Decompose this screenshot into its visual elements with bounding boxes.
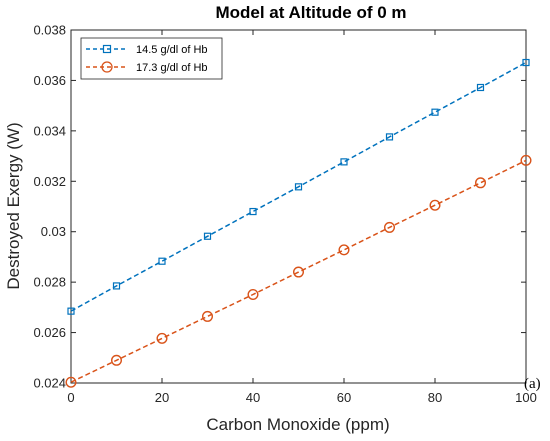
y-tick-label: 0.034 (33, 123, 66, 138)
x-tick-label: 60 (337, 390, 351, 405)
series-2-point (520, 154, 532, 166)
legend: 14.5 g/dl of Hb 17.3 g/dl of Hb (80, 37, 223, 80)
series-1-point (203, 232, 212, 240)
x-tick-label: 0 (67, 390, 74, 405)
x-tick-label: 100 (515, 390, 537, 405)
y-tick-label: 0.028 (33, 275, 66, 290)
x-tick-label: 80 (428, 390, 442, 405)
series-2-point (429, 199, 441, 211)
series-1-point (112, 282, 121, 290)
y-tick-label: 0.03 (41, 224, 66, 239)
plot-area-frame (70, 29, 527, 384)
x-axis-label: Carbon Monoxide (ppm) (206, 415, 389, 434)
y-tick-label: 0.024 (33, 376, 66, 391)
y-tick-label: 0.026 (33, 325, 66, 340)
series-1-point (431, 108, 439, 116)
legend-circle-marker (101, 61, 113, 73)
legend-square-marker (102, 44, 112, 54)
series-1-point (67, 307, 75, 315)
panel-label: (a) (524, 376, 541, 392)
series-2-point (201, 310, 213, 322)
legend-entry-series-1: 14.5 g/dl of Hb (86, 44, 208, 56)
series-1-point (385, 133, 394, 141)
series-2-point (475, 177, 487, 189)
legend-box (80, 37, 223, 80)
plot-series (65, 58, 532, 388)
legend-label-series-1: 14.5 g/dl of Hb (136, 44, 208, 56)
series-2-point (338, 244, 350, 256)
y-tick-label: 0.032 (33, 174, 66, 189)
chart-title: Model at Altitude of 0 m (215, 3, 406, 22)
series-1-point (158, 257, 166, 265)
series-1-point (476, 83, 485, 92)
legend-label-series-2: 17.3 g/dl of Hb (136, 62, 208, 74)
series-1-point (340, 158, 348, 166)
series-1-line (70, 61, 527, 312)
y-tick-label: 0.038 (33, 23, 66, 38)
y-axis: 0.024 0.026 0.028 0.03 0.032 0.034 0.036 0.038 (33, 23, 526, 391)
x-axis: 0 20 40 60 80 100 (67, 30, 537, 405)
x-tick-label: 20 (155, 390, 169, 405)
x-tick-label: 40 (246, 390, 260, 405)
series-1-point (249, 207, 257, 216)
series-2-line (70, 159, 527, 383)
series-2-point (110, 354, 122, 366)
series-2-point (247, 288, 259, 300)
series-2-point (156, 332, 168, 344)
series-2-point (293, 266, 305, 278)
series-2-point (65, 376, 77, 388)
y-tick-label: 0.036 (33, 73, 66, 88)
legend-entry-series-2: 17.3 g/dl of Hb (86, 61, 208, 74)
series-2-point (384, 221, 396, 233)
series-1-point (522, 58, 530, 67)
series-1-point (294, 183, 303, 191)
y-axis-label: Destroyed Exergy (W) (4, 122, 23, 289)
